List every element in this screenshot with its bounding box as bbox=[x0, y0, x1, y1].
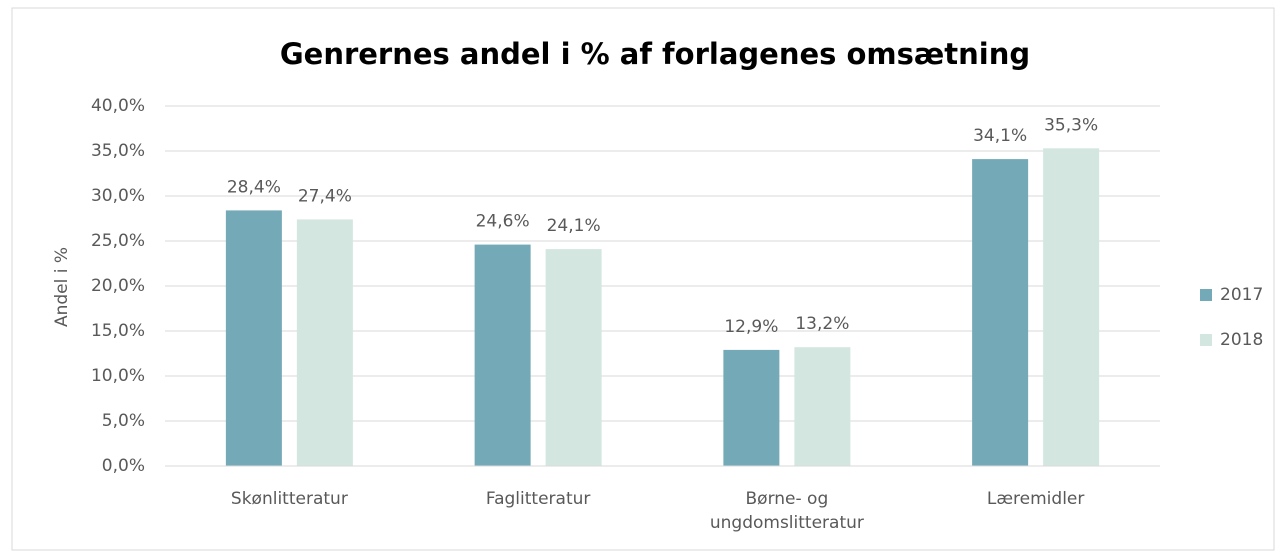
legend-swatch bbox=[1200, 334, 1212, 346]
bar bbox=[723, 349, 780, 466]
bar bbox=[972, 159, 1029, 466]
legend-label: 2017 bbox=[1220, 285, 1263, 305]
data-label: 27,4% bbox=[298, 186, 352, 206]
bar bbox=[794, 347, 851, 466]
y-tick-label: 0,0% bbox=[102, 456, 145, 476]
x-tick-label: Børne- og ungdomslitteratur bbox=[709, 489, 864, 533]
data-label: 24,1% bbox=[547, 216, 601, 236]
bar bbox=[474, 244, 531, 466]
bar bbox=[1043, 148, 1100, 467]
data-label: 12,9% bbox=[724, 317, 778, 337]
y-tick-label: 30,0% bbox=[91, 186, 145, 206]
data-label: 24,6% bbox=[476, 212, 530, 232]
y-tick-label: 10,0% bbox=[91, 366, 145, 386]
y-tick-label: 35,0% bbox=[91, 141, 145, 161]
x-tick-label: Læremidler bbox=[986, 489, 1085, 509]
data-label: 35,3% bbox=[1044, 115, 1098, 135]
bar bbox=[545, 249, 602, 466]
data-label: 13,2% bbox=[795, 314, 849, 334]
y-tick-label: 5,0% bbox=[102, 411, 145, 431]
chart-title: Genrernes andel i % af forlagenes omsætn… bbox=[280, 37, 1030, 71]
x-tick-label: Skønlitteratur bbox=[230, 489, 348, 509]
y-tick-label: 20,0% bbox=[91, 276, 145, 296]
bar bbox=[296, 219, 353, 466]
bar bbox=[225, 210, 282, 466]
y-tick-label: 15,0% bbox=[91, 321, 145, 341]
legend-swatch bbox=[1200, 289, 1212, 301]
data-label: 28,4% bbox=[227, 177, 281, 197]
y-tick-label: 25,0% bbox=[91, 231, 145, 251]
y-tick-label: 40,0% bbox=[91, 96, 145, 116]
legend-label: 2018 bbox=[1220, 330, 1263, 350]
y-axis-label: Andel i % bbox=[52, 247, 72, 327]
data-label: 34,1% bbox=[973, 126, 1027, 146]
x-tick-label: Faglitteratur bbox=[485, 489, 591, 509]
